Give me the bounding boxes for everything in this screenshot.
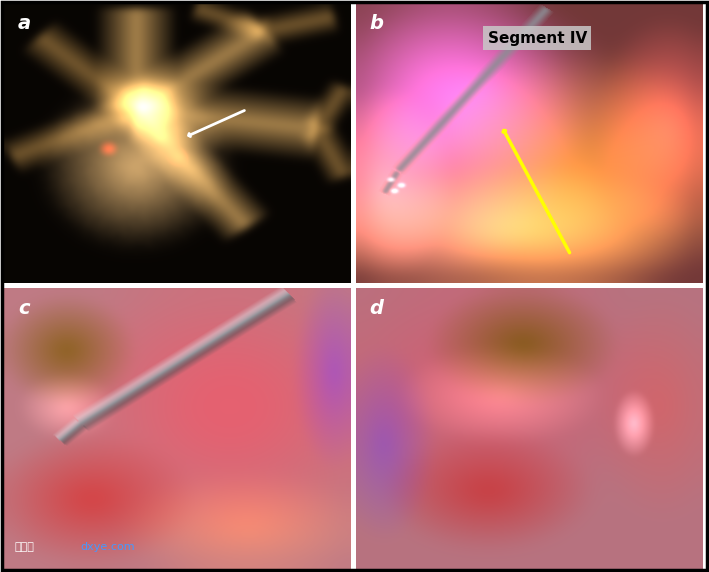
Text: 丁香叶: 丁香叶 (15, 542, 35, 552)
Text: dxye.com: dxye.com (81, 542, 135, 552)
Text: d: d (370, 300, 384, 319)
Text: a: a (18, 14, 31, 33)
Text: c: c (18, 300, 30, 319)
Text: Segment IV: Segment IV (488, 31, 587, 46)
Text: b: b (370, 14, 384, 33)
